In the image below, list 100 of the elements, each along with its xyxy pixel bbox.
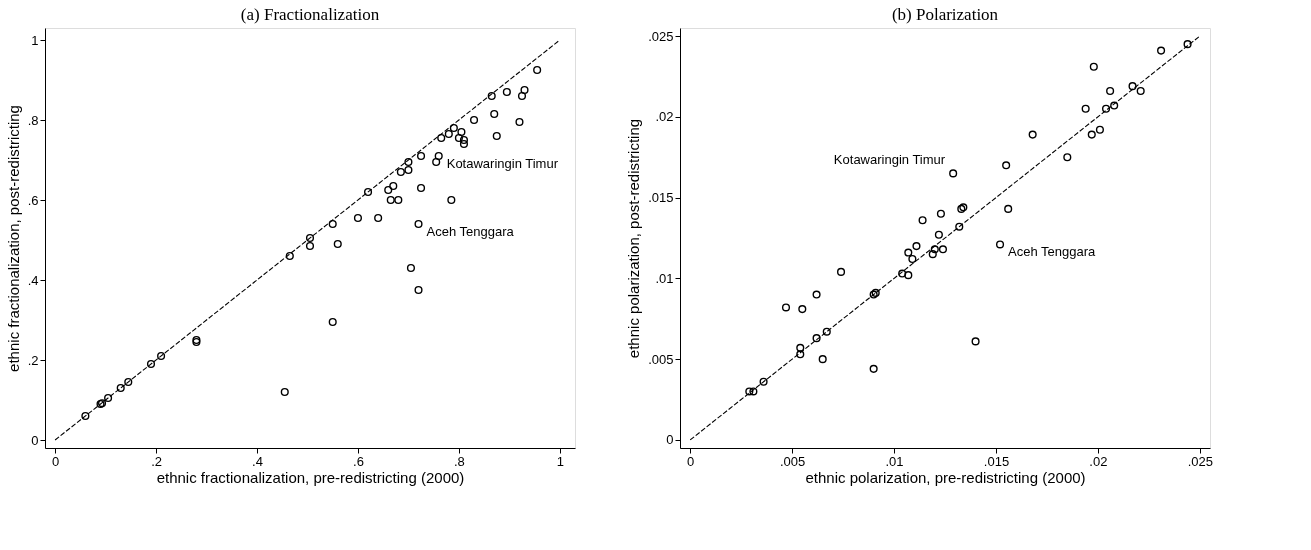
point	[904, 271, 913, 280]
x-tick-label: .025	[1187, 453, 1213, 469]
point	[955, 222, 964, 231]
point	[1101, 104, 1111, 113]
point	[812, 334, 821, 343]
point	[434, 151, 443, 161]
point	[798, 305, 807, 314]
y-tick-label: .015	[648, 190, 674, 206]
y-tick-label: .005	[648, 351, 674, 367]
point	[459, 139, 469, 149]
point	[1157, 46, 1166, 55]
point	[930, 245, 939, 254]
point	[104, 393, 113, 403]
point	[490, 109, 499, 119]
chart-title: (b) Polarization	[891, 5, 999, 24]
x-tick-label: .005	[779, 453, 806, 469]
point	[333, 239, 342, 249]
point	[457, 127, 466, 137]
point	[406, 263, 416, 273]
point	[1028, 130, 1037, 139]
x-tick-label: .01	[885, 453, 904, 469]
point	[971, 337, 980, 346]
point	[328, 317, 337, 327]
annotation: Kotawaringin Timur	[446, 156, 559, 171]
point	[908, 254, 917, 264]
y-tick-label: .01	[655, 270, 674, 286]
point	[1136, 86, 1145, 96]
point	[1081, 104, 1090, 113]
point	[515, 117, 524, 127]
y-tick-label: .8	[27, 112, 39, 128]
point	[912, 242, 921, 251]
point	[396, 167, 405, 177]
point	[517, 91, 527, 101]
point	[749, 387, 758, 396]
point	[157, 351, 166, 361]
x-tick-label: .02	[1089, 453, 1108, 469]
point	[459, 135, 469, 145]
point	[447, 195, 456, 205]
point	[928, 250, 937, 259]
point	[898, 269, 907, 278]
point	[492, 131, 501, 141]
x-tick-label: 1	[556, 453, 564, 469]
point	[363, 187, 373, 197]
point	[469, 115, 479, 125]
point	[936, 209, 945, 218]
point	[353, 213, 363, 223]
x-tick-label: .8	[453, 453, 465, 469]
point	[822, 327, 831, 336]
point	[1106, 86, 1115, 96]
y-tick-label: 0	[31, 432, 39, 448]
point	[374, 213, 383, 223]
point	[818, 355, 827, 364]
point	[124, 377, 133, 387]
point	[146, 359, 156, 369]
y-tick-label: .4	[27, 272, 39, 288]
annotation: Kotawaringin Timur	[833, 152, 946, 168]
x-tick-label: 0	[687, 453, 695, 469]
point	[305, 241, 315, 251]
point	[404, 165, 413, 175]
point	[1002, 161, 1011, 170]
point	[394, 195, 403, 205]
point	[869, 364, 878, 373]
point	[1063, 153, 1072, 162]
y-axis-title: ethnic polarization, post-redistricting	[625, 118, 643, 359]
x-tick-label: 0	[51, 453, 60, 469]
point	[904, 248, 913, 257]
point	[116, 383, 125, 393]
point	[416, 183, 426, 193]
x-axis-title: ethnic fractionalization, pre-redistricting (2000)	[156, 468, 465, 486]
point	[432, 157, 441, 167]
point	[487, 91, 496, 101]
point	[404, 157, 413, 167]
point	[796, 350, 805, 359]
point	[414, 219, 423, 229]
point	[918, 216, 927, 225]
y-tick-label: 1	[31, 32, 39, 48]
point	[1089, 62, 1098, 71]
point	[1087, 130, 1096, 139]
point	[995, 240, 1005, 249]
y-tick-label: 0	[666, 432, 674, 448]
point	[1183, 40, 1192, 49]
y-tick-label: .025	[648, 28, 674, 44]
y-tick-label: .2	[27, 352, 39, 368]
point	[1004, 204, 1013, 213]
point	[796, 343, 805, 352]
point	[280, 387, 289, 397]
point	[328, 219, 337, 229]
point	[533, 65, 542, 75]
point	[745, 387, 754, 396]
x-axis-title: ethnic polarization, pre-redistricting (2000)	[805, 468, 1086, 486]
point	[1110, 101, 1119, 110]
point	[449, 123, 458, 133]
point	[934, 230, 943, 239]
point	[444, 129, 453, 139]
y-tick-label: .6	[27, 192, 39, 208]
annotation: Aceh Tenggara	[1008, 244, 1097, 260]
point	[384, 185, 393, 195]
x-tick-label: .2	[151, 453, 162, 469]
point	[502, 87, 511, 97]
point	[416, 151, 426, 161]
